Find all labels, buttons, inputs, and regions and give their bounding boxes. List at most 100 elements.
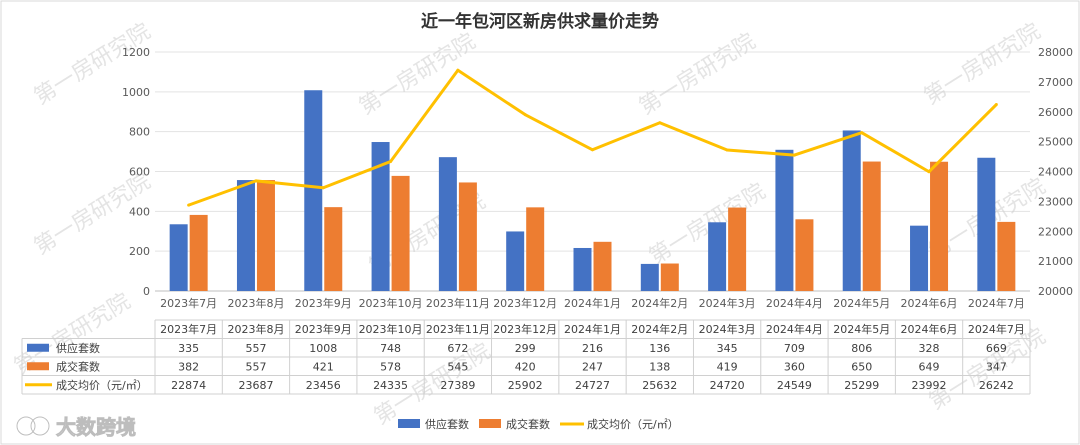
bar-supply (169, 224, 188, 291)
table-cell: 24727 (575, 379, 610, 392)
table-row-label: 供应套数 (56, 341, 100, 355)
y-right-tick-label: 26000 (1038, 106, 1073, 119)
logo: 大数跨境 (15, 415, 136, 439)
logo-text: 大数跨境 (56, 415, 136, 439)
legend-key (479, 419, 501, 428)
bar-deal (862, 161, 881, 291)
table-cell: 25632 (642, 379, 677, 392)
table-cell: 557 (245, 360, 266, 373)
line-point (725, 148, 729, 152)
table-cell: 23456 (306, 379, 341, 392)
bar-deal (728, 207, 747, 291)
y-left-tick-label: 800 (129, 126, 150, 139)
x-tick-label: 2023年10月 (359, 296, 423, 310)
bar-deal (660, 263, 679, 291)
table-cell: 25299 (844, 379, 879, 392)
table-header-cell: 2024年4月 (766, 322, 823, 336)
table-header-cell: 2024年1月 (564, 322, 621, 336)
table-cell: 328 (919, 342, 940, 355)
table-header-cell: 2024年2月 (631, 322, 688, 336)
table-cell: 578 (380, 360, 401, 373)
table-header-cell: 2024年5月 (833, 322, 890, 336)
table-cell: 247 (582, 360, 603, 373)
table-cell: 24549 (777, 379, 812, 392)
table-header-cell: 2024年6月 (901, 322, 958, 336)
y-left-tick-label: 200 (129, 245, 150, 258)
table-header-cell: 2023年8月 (227, 322, 284, 336)
table-cell: 22874 (171, 379, 206, 392)
table-cell: 345 (717, 342, 738, 355)
y-left-tick-label: 1000 (122, 86, 150, 99)
table-header-cell: 2023年7月 (160, 322, 217, 336)
bar-deal (930, 161, 949, 291)
table-header-cell: 2024年7月 (968, 322, 1025, 336)
table-header-cell: 2023年12月 (493, 322, 557, 336)
bar-supply (438, 157, 457, 291)
line-point (994, 103, 998, 107)
table-cell: 26242 (979, 379, 1014, 392)
y-left-tick-label: 0 (143, 285, 150, 298)
y-right-tick-label: 21000 (1038, 255, 1073, 268)
table-cell: 335 (178, 342, 199, 355)
table-legend-key (27, 343, 49, 352)
table-cell: 138 (649, 360, 670, 373)
line-series (187, 68, 998, 207)
bar-deal (391, 175, 410, 291)
table-cell: 25902 (508, 379, 543, 392)
table-cell: 420 (515, 360, 536, 373)
line-point (456, 68, 460, 72)
gridlines (155, 51, 1030, 292)
line-point (254, 179, 258, 183)
table-cell: 347 (986, 360, 1007, 373)
table-cell: 545 (447, 360, 468, 373)
table-cell: 419 (717, 360, 738, 373)
bar-supply (371, 142, 390, 291)
table-cell: 672 (447, 342, 468, 355)
table-cell: 669 (986, 342, 1007, 355)
table-cell: 1008 (309, 342, 337, 355)
table-cell: 360 (784, 360, 805, 373)
x-tick-label: 2024年1月 (564, 296, 621, 310)
y-right-tick-label: 25000 (1038, 136, 1073, 149)
table-legend-key (27, 362, 49, 371)
bar-supply (842, 130, 861, 291)
table-cell: 709 (784, 342, 805, 355)
y-right-tick-label: 27000 (1038, 76, 1073, 89)
table-cell: 421 (313, 360, 334, 373)
x-tick-label: 2023年9月 (295, 296, 352, 310)
x-tick-label: 2023年8月 (227, 296, 284, 310)
y-left-tick-label: 400 (129, 205, 150, 218)
table-cell: 24720 (710, 379, 745, 392)
table-cell: 748 (380, 342, 401, 355)
table-cell: 216 (582, 342, 603, 355)
bar-supply (236, 180, 255, 291)
y-right-tick-label: 28000 (1038, 46, 1073, 59)
bar-supply (573, 247, 592, 291)
table-header-cell: 2023年9月 (295, 322, 352, 336)
line-point (187, 203, 191, 207)
x-tick-label: 2023年11月 (426, 296, 490, 310)
bar-series (169, 90, 1016, 292)
x-tick-label: 2024年4月 (766, 296, 823, 310)
x-tick-label: 2024年7月 (968, 296, 1025, 310)
table-cell: 806 (851, 342, 872, 355)
legend-label: 供应套数 (425, 417, 469, 431)
bar-deal (795, 219, 814, 291)
line-point (658, 121, 662, 125)
table-row-label: 成交套数 (56, 359, 100, 373)
bar-deal (593, 241, 612, 291)
y-left-tick-label: 1200 (122, 46, 150, 59)
axes: 0 200 400 600 800 1000 1200 20000 21000 22000 2300… (122, 46, 1073, 310)
y-left-tick-label: 600 (129, 166, 150, 179)
table-cell: 650 (851, 360, 872, 373)
bar-supply (977, 157, 996, 291)
x-tick-label: 2024年6月 (901, 296, 958, 310)
bar-deal (458, 182, 477, 291)
table-cell: 23687 (238, 379, 273, 392)
x-tick-label: 2024年5月 (833, 296, 890, 310)
legend-label: 成交套数 (506, 417, 550, 431)
x-tick-label: 2023年12月 (493, 296, 557, 310)
bar-deal (189, 214, 208, 291)
y-right-tick-label: 20000 (1038, 285, 1073, 298)
line-point (860, 131, 864, 135)
